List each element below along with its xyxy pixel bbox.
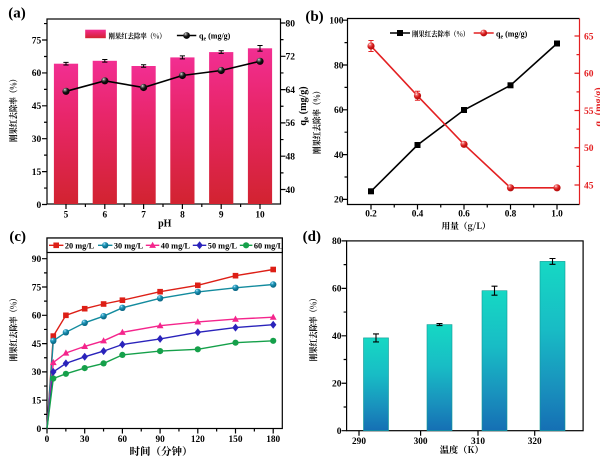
svg-text:75: 75 [32,283,42,293]
svg-text:9: 9 [219,210,224,220]
svg-text:50 mg/L: 50 mg/L [208,241,238,250]
svg-text:60: 60 [118,435,128,445]
svg-text:300: 300 [414,437,428,447]
svg-text:6: 6 [102,210,107,220]
svg-text:8: 8 [180,210,185,220]
svg-text:0: 0 [37,201,42,211]
svg-text:80: 80 [334,61,344,71]
svg-text:64: 64 [286,86,296,96]
svg-text:48: 48 [286,153,296,163]
svg-text:10: 10 [255,210,265,220]
svg-text:75: 75 [32,36,42,46]
svg-text:290: 290 [352,437,366,447]
svg-text:0.4: 0.4 [412,209,424,219]
svg-text:50: 50 [584,144,594,154]
svg-text:(b): (b) [305,9,323,25]
svg-text:1.0: 1.0 [551,209,563,219]
svg-text:80: 80 [332,237,342,247]
svg-text:20: 20 [334,196,344,206]
svg-text:72: 72 [286,53,296,63]
svg-text:pH: pH [158,219,172,230]
svg-text:60: 60 [332,285,342,295]
svg-text:60: 60 [32,312,42,322]
svg-text:30: 30 [32,368,42,378]
svg-text:120: 120 [191,435,205,445]
svg-text:90: 90 [32,255,42,265]
svg-text:56: 56 [286,119,296,129]
svg-text:7: 7 [141,210,146,220]
svg-text:65: 65 [584,32,594,42]
svg-text:60: 60 [584,70,594,80]
svg-text:15: 15 [32,168,42,178]
svg-text:310: 310 [471,437,485,447]
svg-text:20: 20 [332,380,342,390]
svg-text:(a): (a) [8,6,26,22]
svg-text:15: 15 [32,397,42,407]
svg-text:5: 5 [64,210,69,220]
svg-text:30 mg/L: 30 mg/L [114,241,144,250]
svg-text:40: 40 [332,332,342,342]
svg-text:0.8: 0.8 [505,209,517,219]
svg-text:40 mg/L: 40 mg/L [161,241,191,250]
svg-text:60: 60 [334,106,344,116]
svg-text:60: 60 [32,69,42,79]
svg-text:80: 80 [286,19,296,29]
svg-text:0: 0 [45,435,50,445]
svg-text:55: 55 [584,107,594,117]
svg-text:60 mg/L: 60 mg/L [254,241,284,250]
svg-text:(d): (d) [303,229,321,245]
svg-text:40: 40 [334,151,344,161]
svg-text:320: 320 [528,437,542,447]
svg-text:100: 100 [329,17,344,27]
svg-text:40: 40 [286,186,296,196]
svg-text:45: 45 [32,340,42,350]
svg-text:180: 180 [266,435,280,445]
svg-text:90: 90 [155,435,165,445]
svg-text:(c): (c) [9,229,26,245]
svg-text:45: 45 [584,181,594,191]
svg-text:0: 0 [337,427,342,437]
svg-text:0: 0 [37,425,42,435]
svg-text:30: 30 [80,435,90,445]
svg-text:30: 30 [32,135,42,145]
svg-text:150: 150 [229,435,243,445]
svg-text:0.2: 0.2 [365,209,377,219]
svg-text:45: 45 [32,102,42,112]
svg-text:0.6: 0.6 [458,209,470,219]
svg-text:20 mg/L: 20 mg/L [65,241,95,250]
